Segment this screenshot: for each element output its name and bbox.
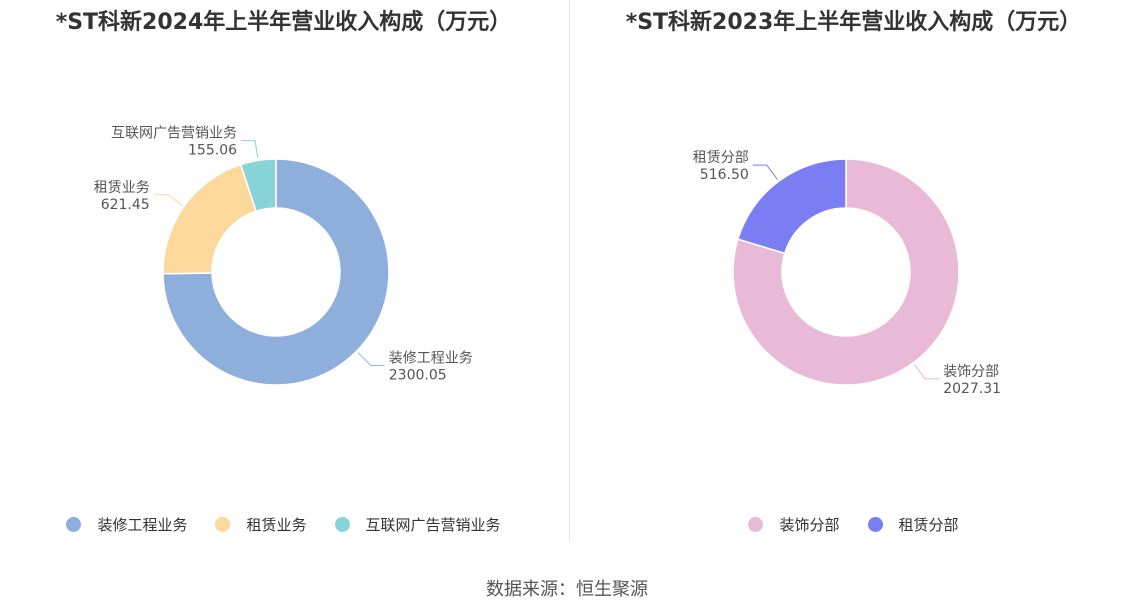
donut-slice bbox=[239, 158, 277, 213]
legend-label: 装修工程业务 bbox=[97, 516, 188, 534]
panel-divider bbox=[569, 0, 570, 542]
chart-title: *ST科新2024年上半年营业收入构成（万元） bbox=[55, 10, 512, 35]
slice-category-label: 租赁业务 bbox=[94, 180, 150, 196]
leader-line bbox=[241, 140, 259, 159]
slice-category-label: 装修工程业务 bbox=[389, 350, 473, 366]
slice-value-label: 2027.31 bbox=[943, 381, 1001, 397]
slice-value-label: 621.45 bbox=[101, 197, 150, 213]
leader-line bbox=[752, 164, 778, 180]
donut-slice bbox=[162, 163, 258, 275]
chart-legend: 装饰分部 租赁分部 bbox=[570, 514, 1134, 535]
legend-label: 租赁业务 bbox=[246, 516, 307, 534]
legend-color-swatch bbox=[748, 517, 764, 532]
slice-value-label: 2300.05 bbox=[389, 367, 447, 383]
slice-category-label: 装饰分部 bbox=[943, 364, 999, 380]
legend-item[interactable]: 互联网广告营销业务 bbox=[334, 514, 501, 535]
legend-item[interactable]: 装饰分部 bbox=[748, 514, 840, 535]
legend-label: 互联网广告营销业务 bbox=[365, 516, 501, 534]
legend-color-swatch bbox=[334, 517, 350, 532]
chart-panel-2023: *ST科新2023年上半年营业收入构成（万元） 装饰分部 2027.31 租赁分部 5… bbox=[570, 0, 1134, 545]
legend-color-swatch bbox=[66, 517, 82, 532]
chart-panel-2024: *ST科新2024年上半年营业收入构成（万元） 装修工程业务 2300.05 租赁业… bbox=[0, 0, 567, 545]
legend-item[interactable]: 租赁业务 bbox=[215, 514, 307, 535]
slice-value-label: 516.50 bbox=[700, 167, 749, 183]
legend-color-swatch bbox=[215, 517, 231, 532]
slice-value-label: 155.06 bbox=[188, 143, 237, 159]
legend-color-swatch bbox=[867, 517, 883, 532]
chart-title: *ST科新2023年上半年营业收入构成（万元） bbox=[625, 10, 1082, 35]
donut-slice bbox=[736, 158, 847, 255]
donut-slice bbox=[162, 158, 390, 386]
leader-line bbox=[357, 352, 385, 366]
legend-item[interactable]: 租赁分部 bbox=[867, 514, 959, 535]
legend-label: 装饰分部 bbox=[779, 516, 840, 534]
slice-category-label: 互联网广告营销业务 bbox=[111, 126, 237, 142]
leader-line bbox=[153, 194, 183, 206]
donut-slice bbox=[732, 158, 960, 386]
data-source: 数据来源：恒生聚源 bbox=[486, 579, 648, 600]
chart-legend: 装修工程业务 租赁业务 互联网广告营销业务 bbox=[0, 514, 567, 535]
leader-line bbox=[914, 364, 940, 380]
slice-category-label: 租赁分部 bbox=[693, 150, 749, 166]
legend-item[interactable]: 装修工程业务 bbox=[66, 514, 187, 535]
legend-label: 租赁分部 bbox=[898, 516, 959, 534]
